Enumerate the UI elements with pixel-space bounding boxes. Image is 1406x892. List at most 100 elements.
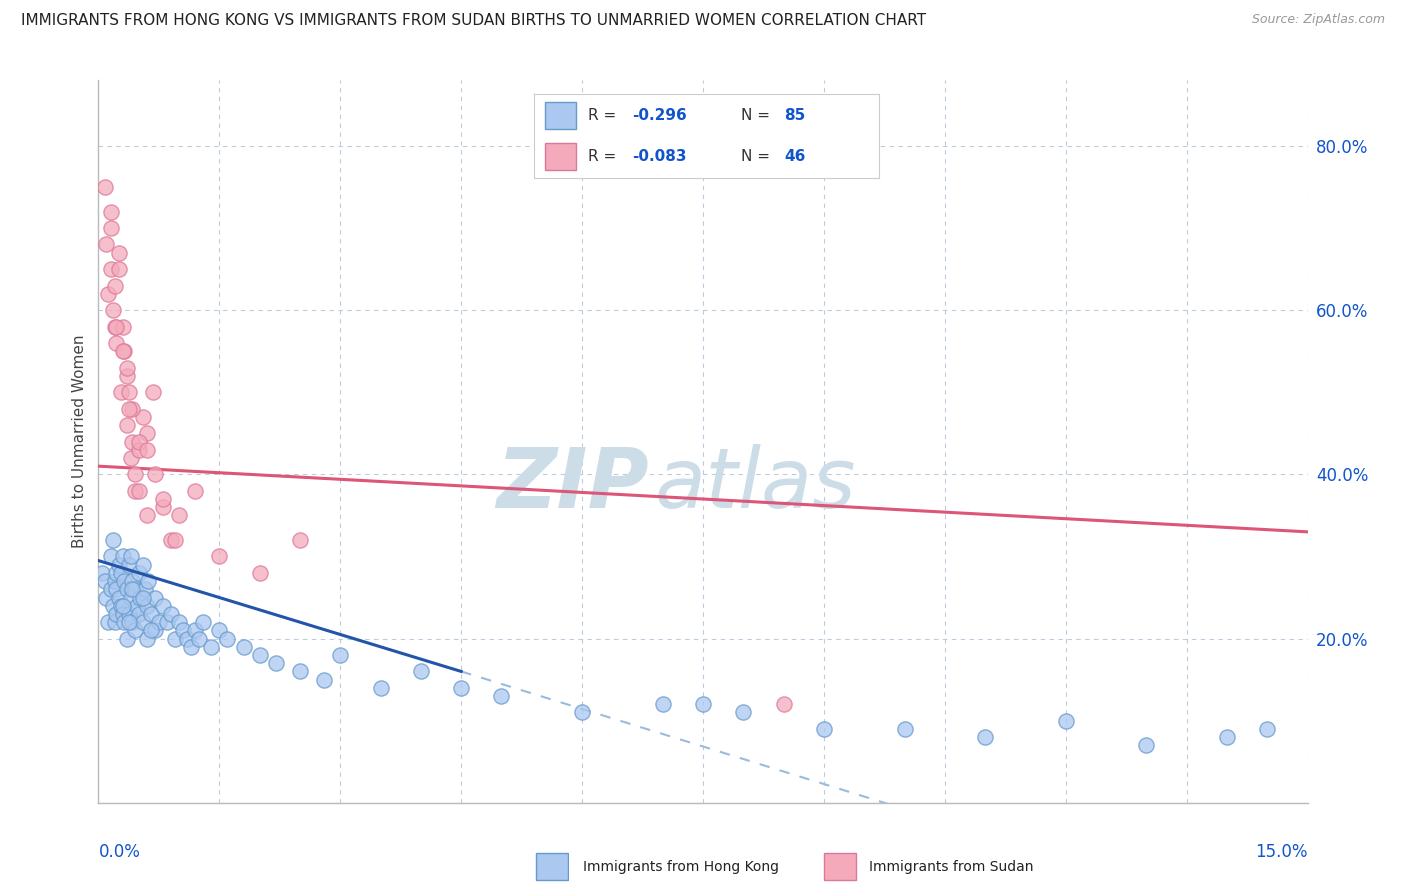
Point xyxy=(142,385,165,400)
Point xyxy=(111,344,134,359)
Point xyxy=(249,566,271,580)
Point xyxy=(974,730,997,744)
Point xyxy=(100,262,122,277)
Point xyxy=(1135,739,1157,753)
Point xyxy=(111,549,134,564)
Point xyxy=(115,360,138,375)
Point xyxy=(156,615,179,630)
Point xyxy=(571,706,593,720)
Text: 15.0%: 15.0% xyxy=(1256,843,1308,861)
Point xyxy=(112,615,135,630)
Point xyxy=(184,483,207,498)
Text: R =: R = xyxy=(588,108,621,123)
Point xyxy=(450,681,472,695)
Point xyxy=(128,434,150,449)
Point xyxy=(97,286,120,301)
Point xyxy=(105,319,128,334)
Point xyxy=(100,221,122,235)
Point xyxy=(121,582,143,597)
Point xyxy=(124,624,146,638)
Point xyxy=(163,533,186,547)
Point xyxy=(167,615,190,630)
Point xyxy=(491,689,513,703)
Point xyxy=(115,368,138,383)
Point xyxy=(118,607,141,621)
Point xyxy=(129,591,152,605)
Point xyxy=(124,582,146,597)
Point xyxy=(134,582,156,597)
Point xyxy=(103,615,125,630)
Point xyxy=(111,319,134,334)
Point xyxy=(101,599,124,613)
Point xyxy=(103,278,125,293)
Point xyxy=(167,508,190,523)
Point xyxy=(139,624,162,638)
Point xyxy=(152,500,174,515)
Point xyxy=(288,533,311,547)
Point xyxy=(127,599,149,613)
Point xyxy=(100,204,122,219)
Point xyxy=(217,632,239,646)
FancyBboxPatch shape xyxy=(536,853,568,880)
Point xyxy=(184,624,207,638)
Point xyxy=(103,574,125,588)
Point xyxy=(115,582,138,597)
Point xyxy=(193,615,215,630)
Text: N =: N = xyxy=(741,108,775,123)
Point xyxy=(152,599,174,613)
Point xyxy=(107,558,129,572)
FancyBboxPatch shape xyxy=(544,103,575,129)
Point xyxy=(772,698,794,712)
Point xyxy=(128,442,150,457)
Point xyxy=(101,303,124,318)
Text: Immigrants from Sudan: Immigrants from Sudan xyxy=(869,860,1033,874)
Point xyxy=(124,467,146,482)
Point xyxy=(105,582,128,597)
Text: 85: 85 xyxy=(785,108,806,123)
Point xyxy=(132,409,155,424)
Point xyxy=(128,607,150,621)
Point xyxy=(651,698,673,712)
Point xyxy=(143,591,166,605)
Point xyxy=(135,442,157,457)
Point xyxy=(893,722,915,736)
Point xyxy=(264,657,287,671)
Point xyxy=(112,574,135,588)
Point xyxy=(409,665,432,679)
Point xyxy=(115,418,138,433)
Text: Immigrants from Hong Kong: Immigrants from Hong Kong xyxy=(583,860,779,874)
Point xyxy=(120,591,142,605)
Point xyxy=(733,706,755,720)
Point xyxy=(143,624,166,638)
Point xyxy=(118,401,141,416)
Y-axis label: Births to Unmarried Women: Births to Unmarried Women xyxy=(72,334,87,549)
Point xyxy=(160,607,183,621)
Point xyxy=(135,426,157,441)
Point xyxy=(188,632,211,646)
Point xyxy=(103,319,125,334)
Text: 46: 46 xyxy=(785,149,806,164)
Point xyxy=(107,245,129,260)
Point xyxy=(208,549,231,564)
Point xyxy=(139,607,162,621)
Point xyxy=(138,574,160,588)
Point xyxy=(110,566,132,580)
Point xyxy=(172,624,194,638)
Point xyxy=(110,599,132,613)
Point xyxy=(100,582,122,597)
Point xyxy=(1054,714,1077,728)
Point xyxy=(105,336,128,351)
Point xyxy=(121,434,143,449)
FancyBboxPatch shape xyxy=(544,143,575,169)
Point xyxy=(135,508,157,523)
Point xyxy=(180,640,202,654)
Text: IMMIGRANTS FROM HONG KONG VS IMMIGRANTS FROM SUDAN BIRTHS TO UNMARRIED WOMEN COR: IMMIGRANTS FROM HONG KONG VS IMMIGRANTS … xyxy=(21,13,927,29)
Point xyxy=(329,648,352,662)
Point xyxy=(118,615,141,630)
Point xyxy=(121,615,143,630)
Text: atlas: atlas xyxy=(655,444,856,525)
Point xyxy=(132,558,155,572)
Point xyxy=(143,467,166,482)
Point xyxy=(107,262,129,277)
Text: 0.0%: 0.0% xyxy=(98,843,141,861)
